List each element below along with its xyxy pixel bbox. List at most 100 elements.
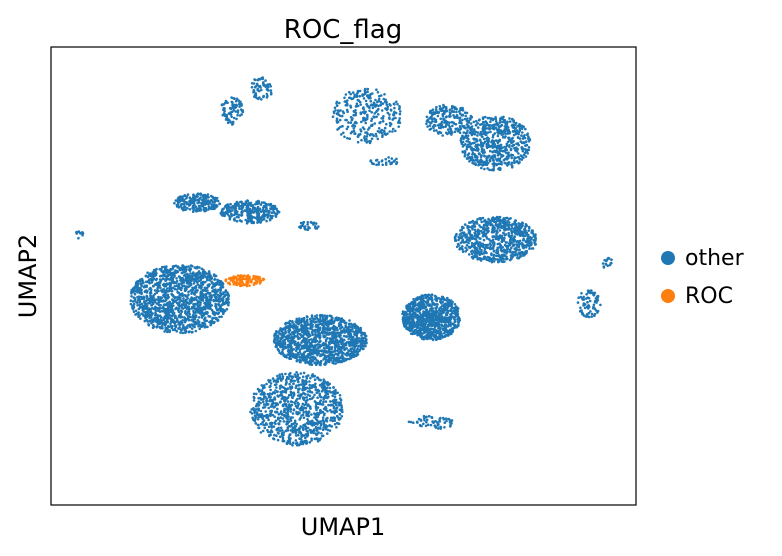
data-point [273,336,277,340]
data-point [347,349,350,352]
data-point [168,302,172,306]
data-point [277,413,281,416]
data-point [163,274,166,277]
data-point [309,362,313,366]
data-point [330,346,334,349]
data-point [186,315,190,319]
data-point [444,298,447,302]
data-point [431,310,435,314]
data-point [169,286,172,290]
data-point [274,345,278,349]
data-point [187,268,191,271]
data-point [296,352,300,355]
data-point [338,397,342,400]
data-point [334,398,338,402]
data-point [305,323,309,327]
data-point [424,300,428,304]
data-point [350,351,354,355]
data-point [223,295,227,298]
data-point [296,374,300,378]
data-point [346,330,349,334]
data-point [333,395,337,399]
data-point [413,328,417,332]
data-point [192,287,195,290]
data-point [444,307,448,311]
data-point [280,337,283,340]
data-point [275,402,279,405]
data-point [131,300,135,303]
data-point [183,265,187,269]
data-point [319,354,322,358]
data-point [300,356,304,360]
data-point [298,397,302,400]
data-point [273,379,276,382]
data-point [207,314,210,318]
data-point [494,237,498,241]
data-point [290,424,293,427]
data-point [269,379,272,382]
data-point [308,389,312,393]
data-point [200,316,204,319]
data-point [184,279,187,282]
data-point [309,320,313,324]
data-point [310,421,313,424]
data-point [169,318,173,321]
data-point [282,420,286,423]
data-point [269,388,272,392]
data-point [186,280,190,283]
data-point [212,298,215,302]
data-point [274,333,278,337]
data-point [297,394,300,397]
data-point [354,324,358,328]
data-point [324,427,328,431]
data-point [183,271,187,274]
data-point [172,272,176,275]
data-point [267,406,271,410]
data-point [405,304,408,308]
data-point [275,330,278,334]
data-point [341,318,345,322]
data-point [145,306,148,309]
data-point [139,282,143,285]
data-point [356,331,359,335]
data-point [418,316,422,319]
data-point [315,429,319,432]
data-point [290,376,294,380]
data-point [204,287,207,290]
data-point [424,296,428,300]
data-point [183,268,187,272]
data-point [143,284,147,288]
data-point [273,391,277,395]
data-point [323,363,327,366]
data-point [439,297,442,301]
data-point [280,372,284,376]
data-point [407,308,410,311]
data-point [212,273,216,276]
data-point [163,330,166,333]
data-point [320,314,323,317]
data-point [291,441,295,445]
data-point [328,327,331,330]
data-point [310,342,313,345]
data-point [501,260,505,264]
data-point [299,383,303,386]
data-point [278,387,282,390]
data-point [286,427,290,430]
data-point [302,359,306,362]
data-point [467,225,470,228]
data-point [339,327,342,330]
data-point [218,280,222,284]
data-point [322,335,326,339]
data-point [156,321,159,325]
data-point [269,382,273,385]
data-point [195,309,198,313]
data-point [484,243,488,247]
data-point [271,400,275,404]
data-point [310,439,313,442]
data-point [528,226,531,230]
data-point [418,323,421,327]
data-point [154,298,158,301]
data-point [449,331,452,335]
data-point [365,341,368,344]
data-point [159,286,162,290]
